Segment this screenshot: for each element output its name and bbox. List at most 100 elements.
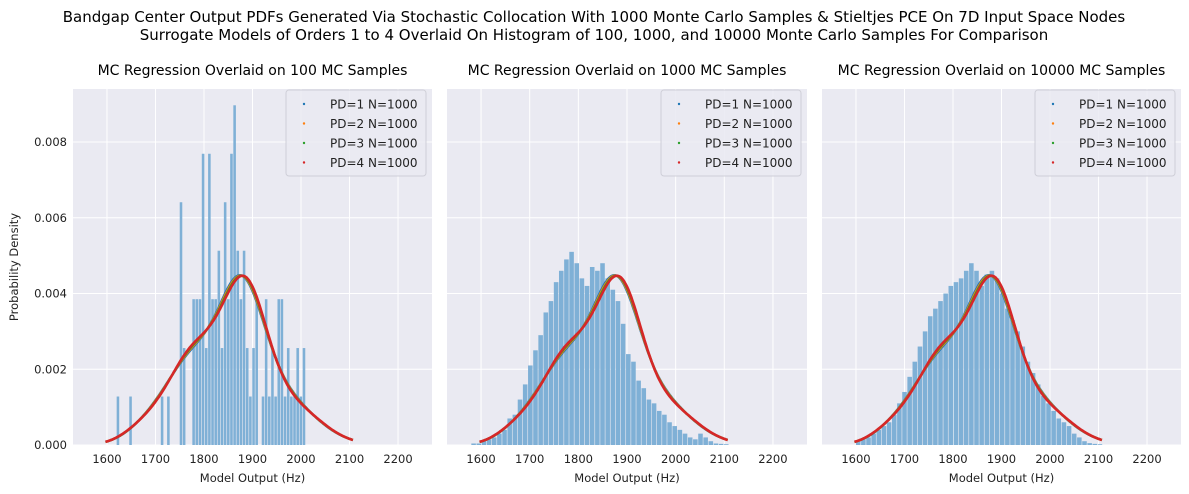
y-tick-label: 0.006 bbox=[34, 211, 67, 225]
histogram-bar bbox=[662, 414, 667, 445]
histogram-bar bbox=[1046, 403, 1051, 445]
histogram-bar bbox=[1066, 426, 1072, 445]
histogram-bar bbox=[264, 299, 268, 445]
histogram-bar bbox=[502, 429, 507, 445]
histogram-bar bbox=[129, 396, 132, 445]
histogram-bar bbox=[672, 426, 677, 445]
histogram-bar bbox=[242, 250, 246, 445]
histogram-bar bbox=[249, 396, 252, 445]
histogram-bar bbox=[927, 316, 933, 445]
y-tick-label: 0.004 bbox=[34, 287, 67, 301]
legend-label: PD=2 N=1000 bbox=[330, 117, 418, 131]
histogram-bar bbox=[214, 299, 217, 445]
legend-marker bbox=[1051, 141, 1055, 145]
histogram-bar bbox=[167, 396, 170, 445]
histogram-bar bbox=[724, 444, 729, 445]
histogram-bar bbox=[891, 414, 897, 445]
histogram-bar bbox=[610, 289, 616, 445]
histogram-bar bbox=[943, 293, 948, 445]
x-tick-label: 2000 bbox=[661, 452, 690, 466]
histogram-bar bbox=[881, 426, 887, 445]
histogram-bar bbox=[268, 396, 271, 445]
histogram-bar bbox=[933, 308, 938, 445]
histogram-bar bbox=[507, 418, 512, 445]
legend-marker bbox=[302, 141, 306, 145]
histogram-bar bbox=[1015, 331, 1020, 445]
histogram-bar bbox=[589, 267, 595, 445]
x-axis-label: Model Output (Hz) bbox=[200, 471, 305, 485]
histogram-bar bbox=[651, 403, 657, 445]
x-tick-label: 1700 bbox=[515, 452, 544, 466]
histogram-bar bbox=[574, 263, 580, 445]
histogram-bar bbox=[615, 301, 621, 445]
legend-label: PD=3 N=1000 bbox=[705, 137, 793, 151]
histogram-bar bbox=[569, 251, 574, 445]
histogram-bar bbox=[255, 299, 258, 445]
histogram-bar bbox=[989, 270, 995, 445]
legend-label: PD=1 N=1000 bbox=[1079, 98, 1167, 112]
histogram-bar bbox=[286, 348, 290, 445]
histogram-bar bbox=[1025, 361, 1031, 445]
legend-label: PD=3 N=1000 bbox=[1079, 137, 1167, 151]
histogram-bar bbox=[471, 443, 476, 445]
histogram-bar bbox=[626, 354, 631, 445]
histogram-bar bbox=[160, 396, 164, 445]
y-tick-label: 0.002 bbox=[34, 362, 67, 376]
legend-marker bbox=[677, 102, 681, 106]
histogram-bar bbox=[201, 153, 205, 445]
x-axis-label: Model Output (Hz) bbox=[574, 471, 679, 485]
histogram-bar bbox=[517, 399, 523, 445]
histogram-bar bbox=[1061, 422, 1067, 445]
histogram-bar bbox=[564, 259, 569, 445]
histogram-bar bbox=[693, 439, 698, 445]
histogram-bar bbox=[223, 202, 227, 445]
histogram-bar bbox=[605, 278, 610, 445]
histogram-bar bbox=[579, 278, 585, 445]
histogram-bar bbox=[703, 437, 708, 445]
histogram-bar bbox=[277, 299, 281, 445]
histogram-bar bbox=[963, 270, 969, 445]
histogram-bar bbox=[584, 285, 590, 445]
legend-box bbox=[660, 89, 802, 177]
series-line-pd4 bbox=[479, 274, 729, 444]
legend-box bbox=[285, 89, 427, 177]
histogram-bar bbox=[708, 441, 714, 445]
histogram-bar bbox=[687, 437, 693, 445]
histogram-bar bbox=[1051, 410, 1056, 445]
histogram-bar bbox=[528, 365, 533, 445]
histogram-bar bbox=[293, 396, 296, 445]
legend-marker bbox=[302, 122, 306, 125]
panel-1: MC Regression Overlaid on 100 MC Samples… bbox=[7, 63, 432, 485]
series-line-pd4 bbox=[105, 274, 354, 444]
histogram-bar bbox=[938, 301, 943, 445]
histogram-bar bbox=[861, 439, 866, 445]
histogram-bar bbox=[1035, 384, 1041, 445]
histogram-bar bbox=[636, 380, 641, 445]
x-tick-label: 1900 bbox=[238, 452, 267, 466]
histogram-bar bbox=[220, 348, 224, 445]
histogram-bar bbox=[677, 429, 683, 445]
histogram-bar bbox=[897, 403, 902, 445]
legend-marker bbox=[1051, 102, 1055, 106]
histogram-bar bbox=[855, 441, 861, 445]
histogram-bar bbox=[252, 348, 255, 445]
histogram-bar bbox=[620, 323, 626, 445]
histogram-bar bbox=[274, 396, 277, 445]
x-tick-label: 2000 bbox=[1035, 452, 1064, 466]
legend-label: PD=4 N=1000 bbox=[705, 156, 793, 170]
histogram-bar bbox=[917, 346, 923, 445]
legend-marker bbox=[302, 102, 306, 106]
histogram-bar bbox=[538, 335, 543, 445]
histogram-bar bbox=[239, 299, 243, 445]
histogram-bar bbox=[1071, 433, 1077, 445]
histogram-bar bbox=[631, 361, 636, 445]
histogram-bar bbox=[1005, 308, 1010, 445]
panel-3: MC Regression Overlaid on 10000 MC Sampl… bbox=[822, 63, 1181, 485]
histogram-bar bbox=[230, 153, 233, 445]
legend-marker bbox=[677, 161, 681, 164]
legend-label: PD=3 N=1000 bbox=[330, 137, 418, 151]
histogram-bar bbox=[912, 361, 918, 445]
x-tick-label: 1800 bbox=[564, 452, 593, 466]
legend-label: PD=4 N=1000 bbox=[330, 156, 418, 170]
